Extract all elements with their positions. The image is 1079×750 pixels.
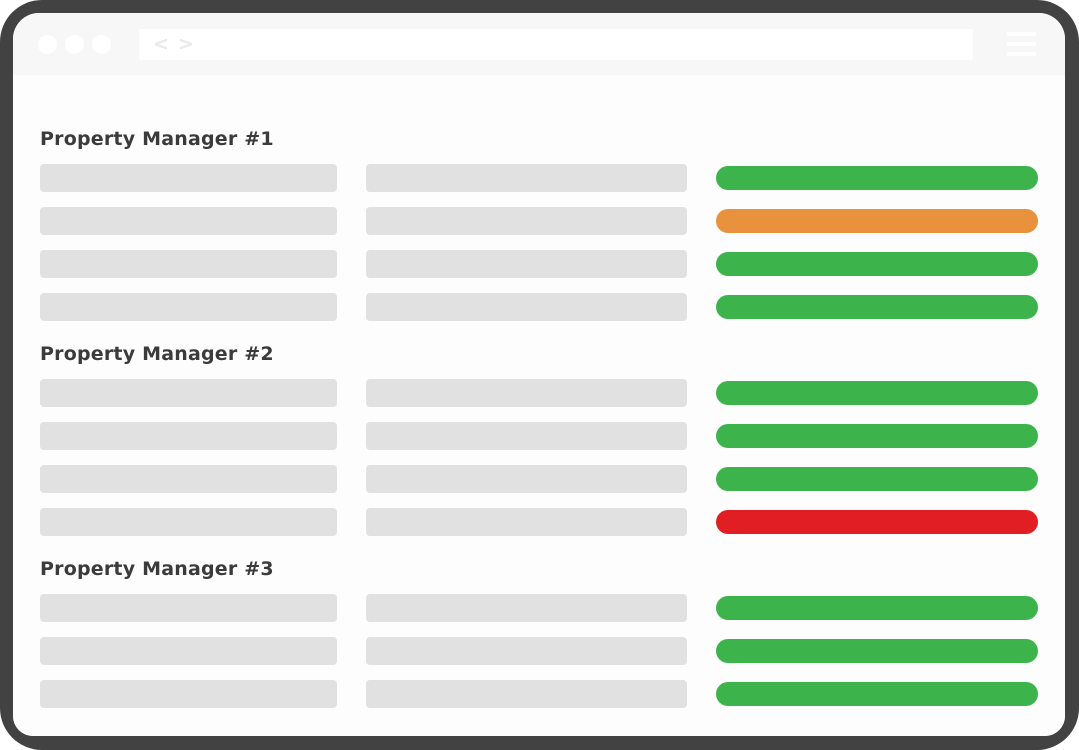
status-pill-green — [716, 251, 1038, 276]
status-pill-red — [716, 509, 1038, 534]
status-pill-green — [716, 294, 1038, 319]
hamburger-menu-icon[interactable] — [1007, 32, 1036, 56]
status-pill-green — [716, 380, 1038, 405]
placeholder-bar — [366, 249, 687, 278]
section-title: Property Manager #2 — [40, 343, 274, 365]
rows-grid — [40, 371, 1038, 543]
property-manager-section-3: Property Manager #3 — [40, 556, 1038, 715]
section-title: Property Manager #1 — [40, 128, 274, 150]
window-dot-icon — [65, 34, 84, 54]
placeholder-bar — [40, 421, 337, 450]
placeholder-bar — [366, 593, 687, 622]
rows-grid — [40, 586, 1038, 715]
window-dot-icon — [38, 34, 57, 54]
placeholder-bar — [366, 292, 687, 321]
placeholder-bar — [366, 378, 687, 407]
status-pill-green — [716, 595, 1038, 620]
back-icon[interactable]: < — [153, 32, 169, 55]
placeholder-bar — [40, 378, 337, 407]
window-dot-icon — [92, 34, 111, 54]
forward-icon[interactable]: > — [177, 32, 194, 55]
placeholder-bar — [366, 206, 687, 235]
browser-toolbar: < > — [13, 13, 1065, 75]
placeholder-bar — [366, 464, 687, 493]
property-manager-section-1: Property Manager #1 — [40, 126, 1038, 328]
window-controls — [38, 34, 111, 54]
content: Property Manager #1 Property Manager #2 Pr… — [13, 75, 1065, 736]
placeholder-bar — [40, 507, 337, 536]
placeholder-bar — [366, 679, 687, 708]
placeholder-bar — [40, 636, 337, 665]
section-title: Property Manager #3 — [40, 558, 274, 580]
placeholder-bar — [366, 163, 687, 192]
placeholder-bar — [40, 163, 337, 192]
status-pill-orange — [716, 208, 1038, 233]
placeholder-bar — [40, 679, 337, 708]
status-pill-green — [716, 165, 1038, 190]
placeholder-bar — [40, 292, 337, 321]
address-bar[interactable]: < > — [139, 28, 973, 60]
placeholder-bar — [40, 249, 337, 278]
status-pill-green — [716, 681, 1038, 706]
status-pill-green — [716, 638, 1038, 663]
placeholder-bar — [366, 421, 687, 450]
rows-grid — [40, 156, 1038, 328]
placeholder-bar — [366, 507, 687, 536]
property-manager-section-2: Property Manager #2 — [40, 341, 1038, 543]
placeholder-bar — [40, 593, 337, 622]
placeholder-bar — [40, 464, 337, 493]
placeholder-bar — [366, 636, 687, 665]
browser-window: < > Property Manager #1 Property Manager … — [13, 13, 1065, 736]
status-pill-green — [716, 466, 1038, 491]
status-pill-green — [716, 423, 1038, 448]
placeholder-bar — [40, 206, 337, 235]
